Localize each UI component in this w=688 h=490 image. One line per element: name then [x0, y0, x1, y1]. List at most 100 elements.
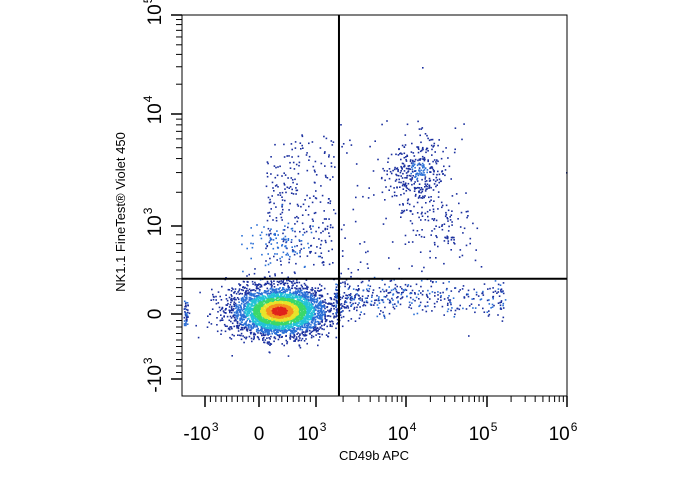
event-dot-negative — [221, 317, 223, 320]
event-dot-negative — [257, 327, 259, 330]
event-dot-negative — [283, 329, 285, 332]
event-dot-negative — [240, 313, 242, 315]
event-dot-negative — [282, 287, 285, 289]
event-dot-cd49b-positive — [415, 283, 418, 286]
event-dot-negative — [243, 306, 245, 309]
event-dot-cd49b-positive — [427, 296, 429, 299]
event-dot-negative — [278, 288, 280, 291]
event-dot-nk-positive — [284, 225, 286, 227]
event-dot-negative — [288, 286, 290, 289]
event-dot-cd49b-positive — [373, 304, 375, 306]
event-dot-double-positive — [401, 144, 404, 147]
event-dot-background — [417, 120, 419, 123]
event-dot-negative — [293, 340, 295, 342]
event-dot-negative — [262, 299, 264, 302]
event-dot-cd49b-positive — [499, 308, 502, 310]
event-dot-negative — [270, 280, 272, 282]
event-dot-double-positive — [431, 138, 434, 141]
event-dot-negative — [269, 311, 271, 313]
event-dot-negative — [230, 320, 232, 323]
event-dot-negative — [291, 292, 293, 295]
event-dot-nk-positive — [287, 254, 289, 256]
event-dot-negative — [286, 319, 289, 321]
event-dot-double-positive — [402, 180, 405, 183]
event-dot-double-positive — [430, 144, 433, 147]
event-dot-negative — [310, 320, 313, 323]
event-dot-negative — [295, 338, 298, 340]
event-dot-negative — [292, 284, 294, 286]
event-dot-negative — [259, 289, 261, 291]
event-dot-negative — [253, 332, 255, 334]
event-dot-negative — [245, 337, 247, 340]
event-dot-negative — [304, 322, 307, 325]
event-dot-negative — [318, 307, 320, 309]
event-dot-double-positive — [422, 174, 425, 176]
event-dot-double-positive — [438, 181, 440, 184]
event-dot-negative — [247, 284, 249, 287]
event-dot-nk-positive — [274, 253, 276, 255]
event-dot-negative — [264, 320, 266, 322]
event-dot-negative — [270, 322, 272, 325]
event-dot-negative — [305, 320, 307, 322]
event-dot-negative — [219, 309, 222, 312]
event-dot-negative — [225, 294, 227, 296]
event-dot-negative — [245, 293, 248, 295]
event-dot-negative — [255, 311, 258, 314]
event-dot-cd49b-positive — [371, 296, 373, 298]
event-dot-negative — [281, 329, 284, 332]
event-dot-double-positive — [407, 165, 410, 167]
event-dot-cd49b-positive — [421, 270, 423, 273]
event-dot-negative — [304, 326, 306, 328]
event-dot-nk-positive — [286, 252, 289, 255]
event-dot-negative — [323, 328, 325, 331]
event-dot-negative — [273, 283, 275, 285]
event-dot-cd49b-positive — [388, 286, 390, 288]
event-dot-negative — [291, 309, 293, 311]
event-dot-negative — [259, 303, 261, 305]
event-dot-negative — [274, 329, 277, 332]
event-dot-negative — [253, 289, 255, 291]
event-dot-nk-positive — [296, 183, 298, 185]
event-dot-cd49b-positive — [353, 298, 355, 301]
event-dot-negative — [262, 324, 265, 327]
event-dot-nk-positive — [282, 232, 284, 235]
event-dot-double-positive — [430, 234, 432, 236]
event-dot-negative — [283, 305, 285, 307]
event-dot-double-positive — [438, 226, 441, 228]
event-dot-negative — [301, 297, 303, 299]
event-dot-cd49b-positive — [475, 291, 478, 294]
event-dot-cd49b-positive — [461, 288, 464, 290]
event-dot-double-positive — [414, 188, 416, 190]
event-dot-negative — [313, 313, 316, 315]
event-dot-cd49b-positive — [437, 291, 439, 293]
event-dot-negative — [345, 306, 347, 309]
event-dot-negative — [312, 310, 314, 312]
event-dot-cd49b-positive — [491, 303, 494, 306]
event-dot-double-positive — [414, 158, 417, 161]
event-dot-cd49b-positive — [401, 297, 403, 299]
event-dot-negative — [299, 322, 302, 325]
event-dot-cd49b-positive — [493, 304, 495, 307]
event-dot-nk-positive — [320, 243, 322, 246]
event-dot-double-positive — [437, 245, 439, 248]
event-dot-cd49b-positive — [395, 288, 397, 291]
event-dot-cd49b-positive — [448, 281, 450, 283]
event-dot-nk-positive — [281, 244, 284, 246]
event-dot-nk-positive — [267, 227, 270, 230]
event-dot-cd49b-positive — [349, 285, 351, 288]
event-dot-negative — [320, 320, 323, 323]
event-dot-negative — [244, 305, 247, 307]
event-dot-negative — [307, 286, 309, 289]
event-dot-negative — [307, 291, 310, 294]
event-dot-negative — [298, 301, 301, 304]
event-dot-double-positive — [403, 146, 406, 148]
event-dot-nk-positive — [325, 137, 328, 140]
event-dot-negative — [240, 318, 242, 321]
event-dot-cd49b-positive — [486, 299, 489, 302]
event-dot-double-positive — [395, 173, 397, 176]
event-dot-nk-positive — [280, 264, 282, 266]
event-dot-cd49b-positive — [430, 280, 432, 282]
event-dot-negative — [303, 319, 305, 321]
event-dot-negative — [301, 293, 304, 296]
event-dot-negative — [234, 302, 237, 305]
